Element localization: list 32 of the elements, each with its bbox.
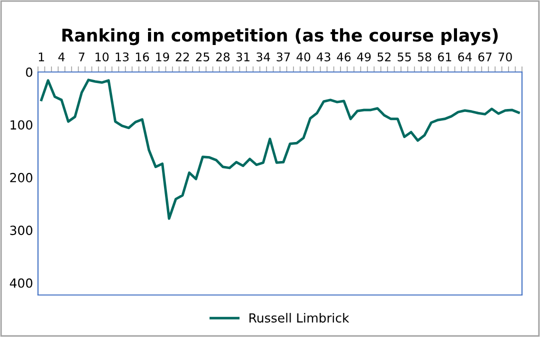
y-tick-label: 200	[10, 172, 32, 182]
legend-label: Russell Limbrick	[250, 312, 350, 323]
x-tick-label: 28	[216, 52, 230, 62]
y-tick-label: 100	[10, 120, 32, 130]
x-tick-label: 1	[38, 52, 44, 62]
x-tick-label: 16	[136, 52, 149, 62]
x-tick-label: 34	[256, 52, 270, 62]
chart-title: Ranking in competition (as the course plays)	[62, 28, 498, 46]
x-tick-label: 46	[336, 52, 351, 62]
x-tick-label: 31	[236, 52, 250, 62]
x-tick-label: 7	[78, 52, 84, 62]
x-tick-label: 49	[357, 52, 371, 62]
y-tick-label: 400	[10, 278, 32, 288]
y-tick-label: 300	[10, 226, 32, 236]
x-tick-label: 55	[398, 52, 411, 62]
line-series	[40, 78, 520, 220]
x-tick-label: 61	[438, 52, 452, 62]
x-tick-label: 13	[116, 52, 129, 62]
x-tick-label: 67	[478, 52, 492, 62]
x-tick-label: 43	[316, 52, 330, 62]
x-tick-label: 25	[196, 52, 210, 62]
x-tick-label: 22	[176, 52, 189, 62]
x-tick-label: 19	[156, 52, 170, 62]
x-tick-label: 4	[58, 52, 65, 62]
x-tick-label: 64	[458, 52, 472, 62]
x-tick-label: 10	[96, 52, 109, 62]
x-tick-label: 58	[418, 52, 432, 62]
x-tick-label: 40	[296, 52, 310, 62]
x-tick-label: 70	[498, 52, 512, 62]
y-tick-label: 0	[26, 67, 32, 77]
x-tick-label: 37	[276, 52, 290, 62]
x-tick-label: 52	[378, 52, 391, 62]
